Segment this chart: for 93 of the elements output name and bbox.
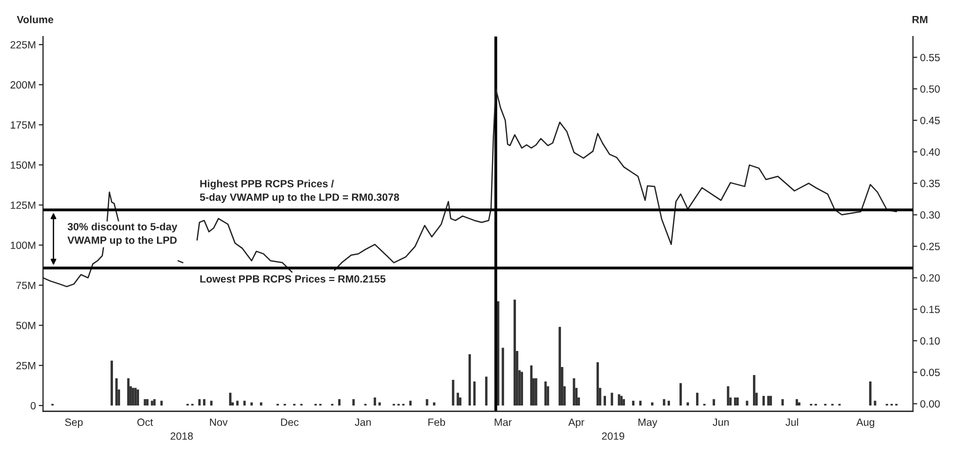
x-tick-label: Oct	[137, 418, 153, 426]
bar	[260, 402, 262, 406]
bar	[558, 326, 561, 406]
annotation: 30% discount to 5-day VWAMP up to the LPD	[67, 222, 178, 246]
bar	[485, 376, 488, 406]
x-tick-label: Jan	[354, 418, 371, 426]
bar	[338, 399, 341, 406]
y-tick-label: 175M	[10, 121, 36, 129]
y-tick-label: 75M	[16, 282, 36, 290]
bar	[752, 375, 756, 406]
bar	[686, 402, 689, 406]
bar	[622, 399, 625, 406]
y-tick-label: 50M	[16, 322, 36, 330]
y-tick-label: 0	[30, 402, 36, 410]
y2-tick-label: 0.35	[920, 180, 940, 188]
bar	[502, 348, 504, 406]
bar	[153, 399, 156, 406]
bar	[726, 386, 730, 406]
bar	[136, 389, 140, 406]
x-tick-label: Mar	[494, 418, 512, 426]
x-tick-label: Apr	[568, 418, 584, 428]
bar	[374, 398, 376, 406]
bar	[250, 402, 253, 406]
y2-tick-label: 0.15	[920, 306, 940, 314]
bar	[696, 392, 698, 406]
x-tick-label: Feb	[428, 418, 446, 426]
bar	[452, 380, 454, 406]
y2-tick-label: 0.30	[920, 211, 940, 219]
y2-axis-title: RM	[912, 16, 928, 24]
y2-tick-label: 0.45	[920, 116, 940, 124]
x-tick-label: Aug	[856, 418, 874, 428]
bar	[203, 399, 206, 406]
bar	[456, 392, 460, 406]
bar	[229, 392, 232, 406]
bar	[639, 400, 642, 406]
bar	[736, 398, 739, 406]
bar	[767, 396, 770, 406]
bar	[432, 402, 436, 406]
ref-line-label: Lowest PPB RCPS Prices = RM0.2155	[200, 274, 386, 283]
ref-line-label: Highest PPB RCPS Prices / 5-day VWAMP up to the LPD = RM0.3078	[200, 180, 400, 203]
bar	[132, 388, 134, 406]
bar	[146, 399, 149, 406]
bar	[534, 378, 538, 406]
text: 2019	[602, 432, 624, 440]
bar	[378, 402, 381, 406]
y2-tick-label: 0.50	[920, 85, 940, 93]
y2-tick-label: 0.10	[920, 337, 940, 345]
bar	[496, 301, 500, 406]
x-tick-label: Sep	[65, 418, 83, 428]
bar	[632, 400, 634, 406]
bar	[712, 399, 716, 406]
bar	[610, 392, 614, 406]
bar	[770, 396, 772, 406]
bar	[210, 400, 213, 406]
y-tick-label: 25M	[16, 362, 36, 370]
x-tick-label: Nov	[210, 418, 228, 426]
y2-tick-label: 0.25	[920, 242, 940, 250]
y2-tick-label: 0.05	[920, 368, 940, 376]
bar	[530, 365, 533, 406]
y2-tick-label: 0.55	[920, 54, 940, 62]
bar	[604, 396, 606, 406]
y2-tick-label: 0.00	[920, 400, 940, 408]
bar	[110, 360, 113, 406]
bar	[869, 381, 872, 406]
y-tick-label: 225M	[10, 41, 36, 48]
text: 2018	[170, 432, 193, 440]
bar	[798, 402, 800, 406]
y-tick-label: 150M	[10, 161, 36, 169]
bar	[781, 399, 784, 406]
x-tick-label: Jul	[786, 418, 798, 426]
bar	[596, 362, 599, 406]
bar	[468, 354, 471, 406]
x-tick-label: May	[638, 418, 658, 428]
x-tick-label: Jun	[712, 418, 729, 426]
bar	[236, 400, 239, 406]
bar	[620, 396, 623, 406]
y2-tick-label: 0.40	[920, 148, 940, 156]
y-tick-label: 100M	[10, 242, 36, 249]
bar	[520, 372, 524, 406]
bar	[651, 402, 654, 406]
y-tick-label: 200M	[10, 81, 36, 89]
bar	[796, 399, 798, 406]
bar	[514, 300, 516, 406]
bar	[734, 398, 736, 406]
y2-tick-label: 0.20	[920, 274, 940, 282]
bar	[762, 396, 765, 406]
bar	[679, 383, 682, 406]
y-axis-title: Volume	[16, 16, 54, 24]
bar	[668, 400, 670, 406]
x-tick-label: Dec	[281, 418, 299, 426]
bar	[127, 378, 130, 406]
bar	[662, 399, 666, 406]
y-tick-label: 125M	[10, 202, 36, 209]
